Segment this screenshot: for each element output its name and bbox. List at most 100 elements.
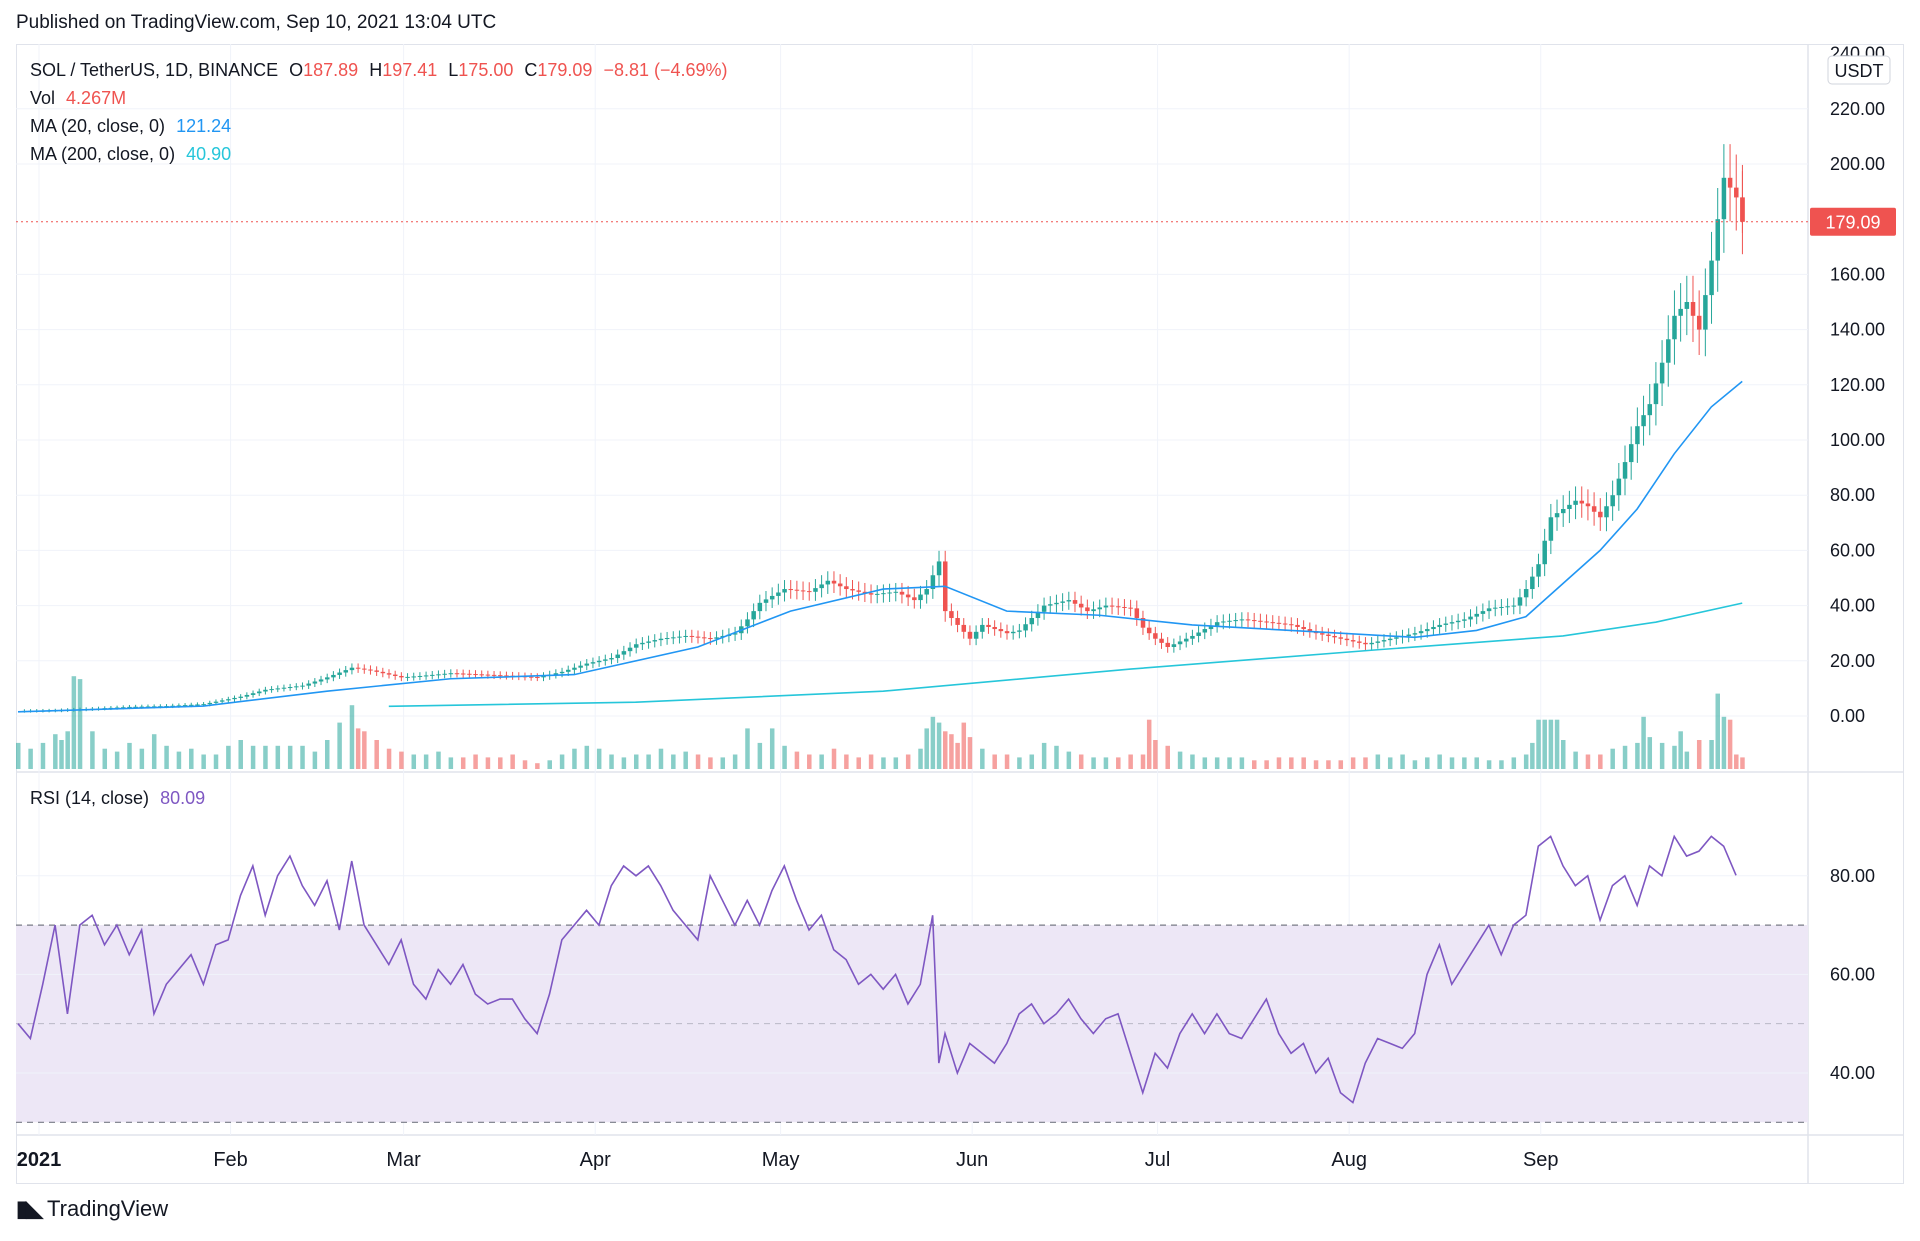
- volume-bar: [114, 751, 120, 769]
- candle-body: [145, 706, 151, 708]
- candle-body: [1387, 638, 1393, 641]
- legend-close-label: C: [524, 60, 538, 80]
- volume-bar: [53, 734, 58, 769]
- candle-body: [1350, 640, 1356, 642]
- volume-bar: [263, 745, 268, 769]
- volume-bar: [1554, 719, 1560, 769]
- volume-bar: [980, 748, 985, 769]
- candle-body: [491, 674, 497, 676]
- legend-symbol: SOL / TetherUS, 1D, BINANCE: [30, 60, 279, 80]
- candle-body: [460, 673, 466, 675]
- candle-body: [1010, 631, 1016, 634]
- volume-bar: [967, 737, 973, 769]
- volume-bar: [1740, 757, 1745, 769]
- candle-body: [1060, 601, 1065, 603]
- volume-bar: [819, 754, 824, 769]
- volume-bar: [535, 763, 540, 769]
- candle-body: [195, 704, 200, 706]
- candle-body: [182, 705, 188, 707]
- legend-vol-value: 4.267M: [66, 88, 127, 108]
- rsi-tick-label: 40.00: [1830, 1063, 1875, 1083]
- candle-body: [1548, 517, 1554, 541]
- candle-body: [176, 705, 182, 707]
- candle-body: [1690, 302, 1696, 316]
- currency-badge: [1827, 55, 1891, 85]
- candle-body: [312, 681, 318, 684]
- candle-body: [257, 691, 262, 694]
- candle-body: [572, 667, 577, 670]
- candle-body: [1196, 632, 1201, 636]
- volume-bar: [201, 754, 206, 769]
- volume-bar: [473, 754, 478, 769]
- candle-body: [732, 633, 738, 635]
- candle-body: [349, 667, 355, 671]
- candle-body: [189, 704, 194, 706]
- candle-body: [708, 638, 713, 640]
- candle-body: [745, 619, 750, 627]
- candle-body: [1202, 629, 1208, 633]
- volume-bar: [300, 745, 305, 769]
- price-tick-label: 60.00: [1830, 540, 1875, 560]
- candle-body: [1530, 576, 1535, 590]
- candle-body: [1301, 626, 1306, 630]
- candle-body: [300, 685, 305, 687]
- candle-body: [1381, 640, 1387, 642]
- candle-body: [244, 694, 250, 697]
- candle-body: [1647, 404, 1653, 416]
- candle-body: [1455, 620, 1461, 623]
- candle-body: [362, 668, 367, 670]
- volume-bar: [226, 745, 231, 769]
- candle-body: [751, 611, 756, 620]
- candle-body: [992, 626, 997, 630]
- price-tick-label: 140.00: [1830, 320, 1885, 340]
- volume-bar: [1338, 760, 1344, 769]
- candle-body: [1505, 606, 1510, 608]
- tradingview-footer[interactable]: ▮◣ TradingView: [16, 1196, 168, 1222]
- candle-body: [949, 611, 954, 619]
- candle-body: [504, 675, 509, 677]
- legend-change: −8.81 (−4.69%): [603, 60, 728, 80]
- candle-body: [1622, 462, 1628, 479]
- ma200-line: [388, 602, 1743, 708]
- candle-body: [1721, 177, 1727, 220]
- candle-body: [1727, 177, 1733, 188]
- chart-frame[interactable]: [16, 44, 1904, 1184]
- candle-body: [139, 706, 145, 708]
- candle-body: [559, 671, 565, 674]
- candle-body: [325, 677, 330, 680]
- candle-body: [831, 580, 837, 584]
- candle-body: [1270, 622, 1276, 624]
- candle-body: [868, 593, 874, 595]
- candle-body: [596, 660, 602, 663]
- volume-bar: [547, 760, 552, 769]
- candle-body: [1443, 623, 1449, 625]
- candle-body: [1641, 415, 1646, 427]
- legend-ma200-value: 40.90: [186, 144, 232, 164]
- price-tick-label: 160.00: [1830, 264, 1885, 284]
- candle-body: [417, 675, 423, 677]
- candle-body: [1252, 620, 1257, 622]
- candle-body: [1258, 620, 1263, 622]
- volume-bar: [151, 734, 157, 769]
- volume-bar: [362, 731, 367, 769]
- volume-bar: [1548, 719, 1554, 769]
- candle-body: [454, 673, 460, 675]
- legend-low: L175.00: [448, 60, 513, 80]
- price-tick-label: 100.00: [1830, 430, 1885, 450]
- volume-bar: [238, 740, 243, 769]
- candle-body: [1462, 619, 1467, 621]
- volume-bar: [1462, 757, 1467, 769]
- volume-bar: [1326, 760, 1331, 769]
- volume-bar: [1536, 719, 1541, 769]
- volume-bar: [1190, 754, 1195, 769]
- candle-body: [541, 675, 546, 678]
- candle-body: [856, 590, 861, 592]
- candle-body: [862, 591, 868, 594]
- volume-bar: [448, 757, 454, 769]
- price-tick-label: 200.00: [1830, 154, 1885, 174]
- volume-bar: [1153, 740, 1158, 769]
- volume-bar: [71, 676, 77, 769]
- candle-body: [590, 662, 596, 664]
- candle-body: [800, 590, 806, 592]
